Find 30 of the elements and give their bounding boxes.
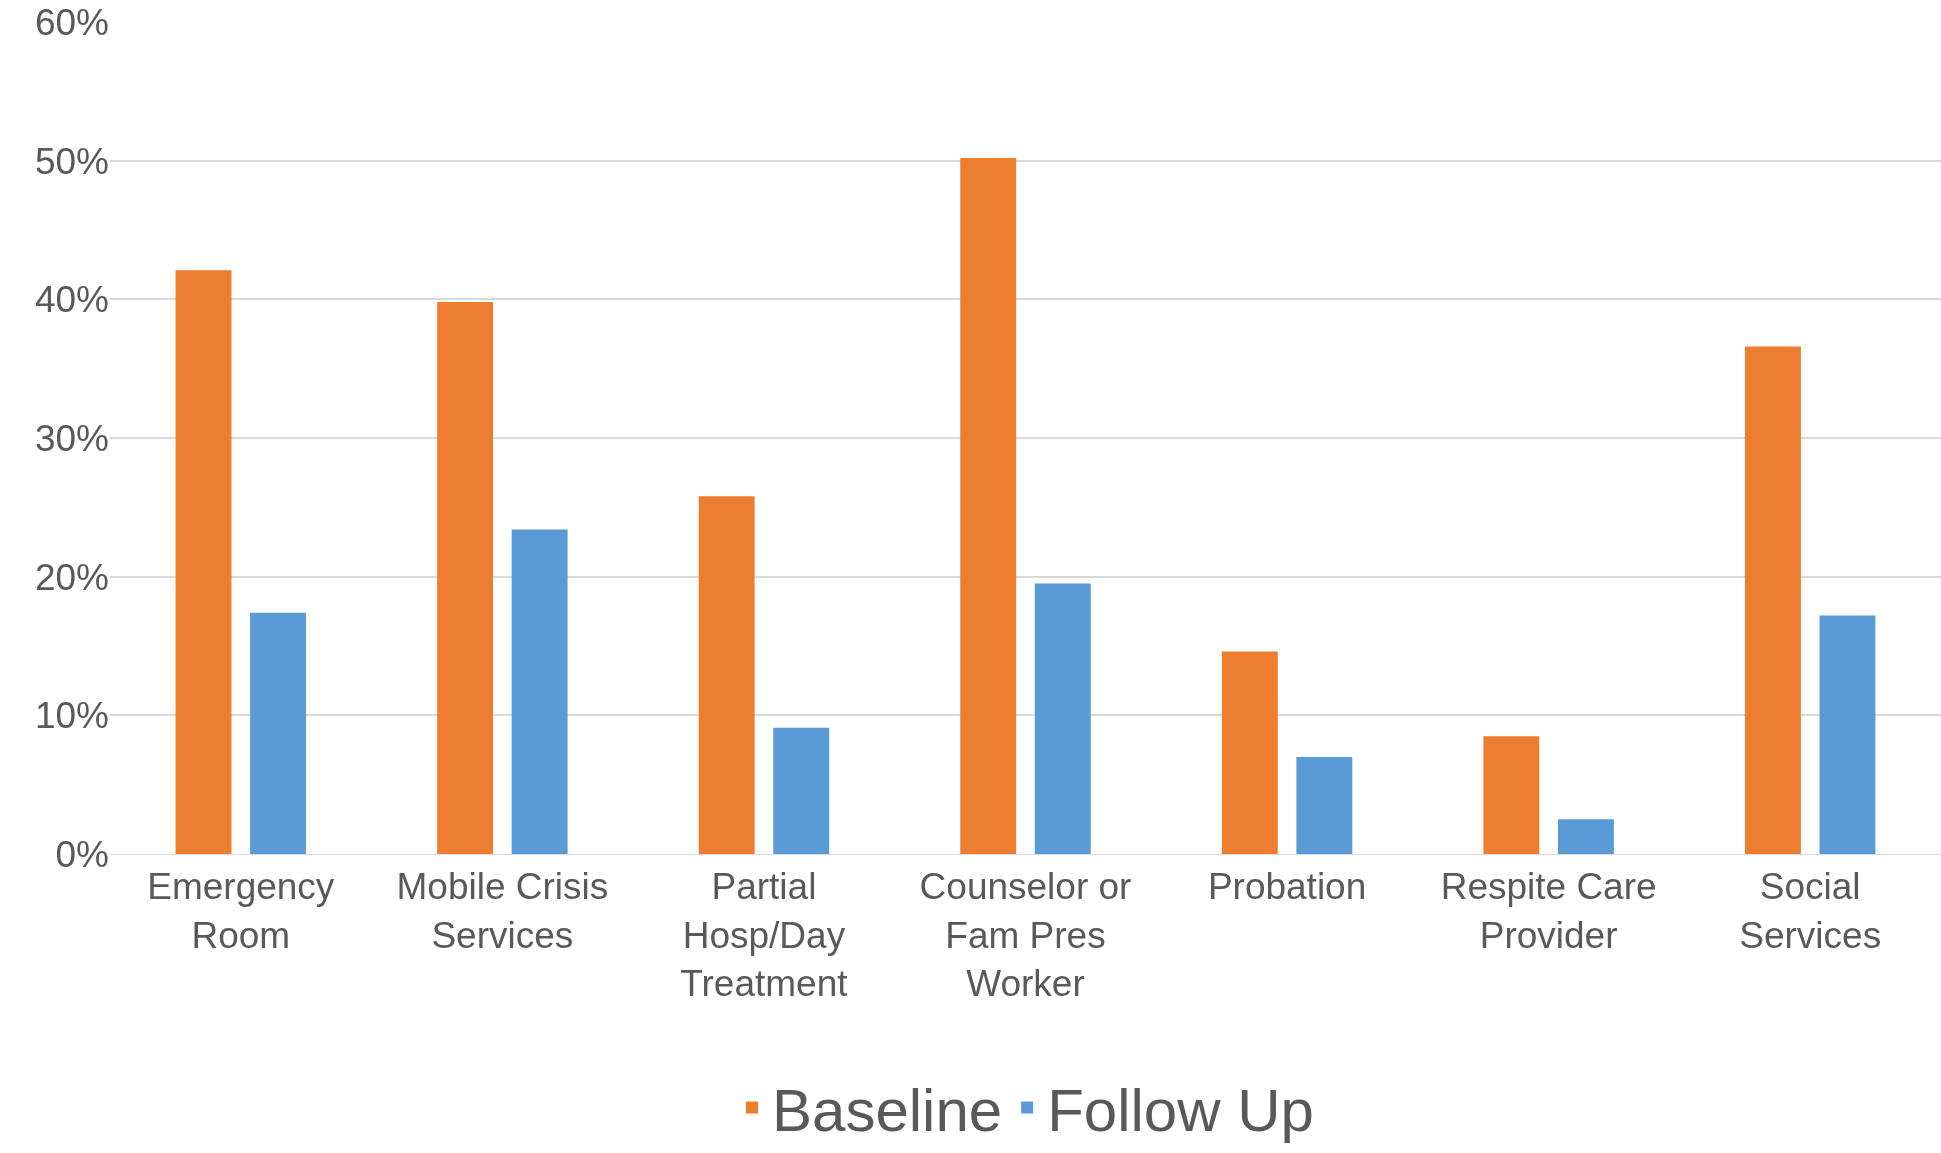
bar <box>1557 819 1614 854</box>
y-tick-label: 60% <box>34 1 109 43</box>
legend-label: Baseline <box>772 1076 1003 1144</box>
y-tick-label: 50% <box>34 140 109 182</box>
x-tick-label: Social Services <box>1739 866 1882 956</box>
bar <box>1744 346 1801 854</box>
bar <box>960 157 1017 854</box>
x-tick-label: Probation <box>1207 866 1367 908</box>
y-tick-label: 10% <box>34 695 109 737</box>
y-tick-label: 30% <box>34 417 109 459</box>
x-tick-label: Partial Hosp/Day Treatment <box>680 866 849 1004</box>
y-tick-label: 0% <box>55 833 109 875</box>
x-tick-label: Emergency Room <box>147 866 335 956</box>
bar <box>175 270 232 854</box>
bar <box>437 302 494 854</box>
bar <box>1819 615 1876 854</box>
x-tick-label: Counselor or Fam Pres Worker <box>919 866 1132 1004</box>
bar <box>698 496 755 854</box>
bar <box>1034 583 1091 854</box>
x-tick-label: Respite Care Provider <box>1440 866 1657 956</box>
bar <box>1483 736 1540 854</box>
y-tick-label: 40% <box>34 279 109 321</box>
bar <box>511 529 568 854</box>
legend-label: Follow Up <box>1047 1076 1314 1144</box>
bar <box>250 612 307 854</box>
bar <box>773 727 830 854</box>
bar <box>1296 756 1353 854</box>
bar <box>1221 651 1278 854</box>
y-tick-label: 20% <box>34 556 109 598</box>
x-tick-label: Mobile Crisis Services <box>396 866 609 956</box>
